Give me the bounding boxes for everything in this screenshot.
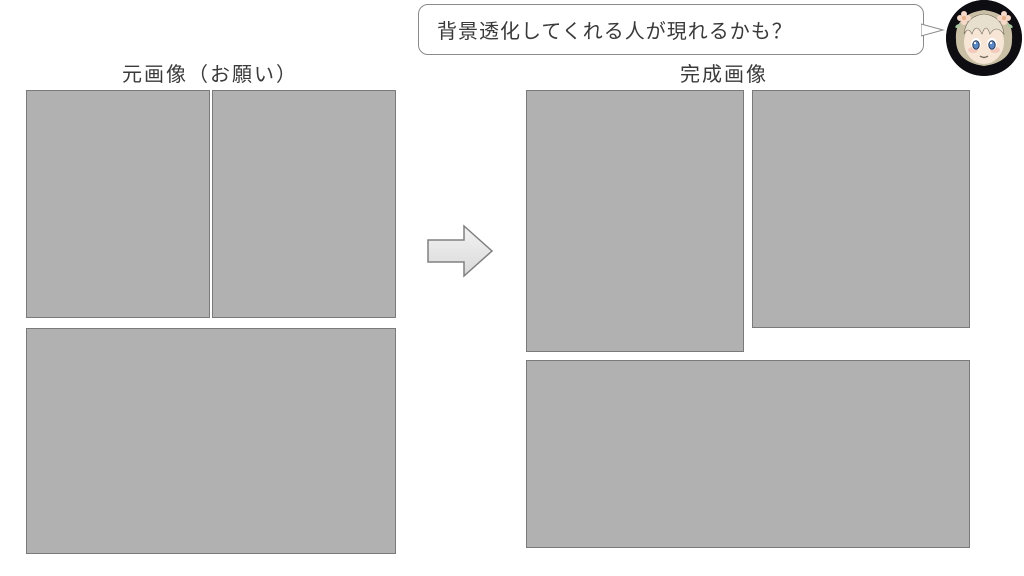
source-image-placeholder xyxy=(26,90,210,318)
source-image-placeholder xyxy=(212,90,396,318)
speech-bubble-group: 背景透化してくれる人が現れるかも？ xyxy=(418,4,924,55)
result-image-placeholder xyxy=(526,90,744,352)
speech-text: 背景透化してくれる人が現れるかも？ xyxy=(437,21,793,43)
arrow-right-icon xyxy=(424,220,496,282)
left-section-title: 元画像（お願い） xyxy=(122,58,298,87)
right-section-title: 完成画像 xyxy=(680,58,768,87)
speech-tail-icon xyxy=(921,22,945,38)
result-image-placeholder xyxy=(526,360,970,548)
result-image-placeholder xyxy=(752,90,970,328)
source-image-placeholder xyxy=(26,328,396,554)
avatar-illustration-icon xyxy=(946,0,1022,76)
diagram-canvas: 背景透化してくれる人が現れるかも？ xyxy=(0,0,1024,576)
avatar xyxy=(946,0,1022,76)
speech-bubble: 背景透化してくれる人が現れるかも？ xyxy=(418,4,924,55)
